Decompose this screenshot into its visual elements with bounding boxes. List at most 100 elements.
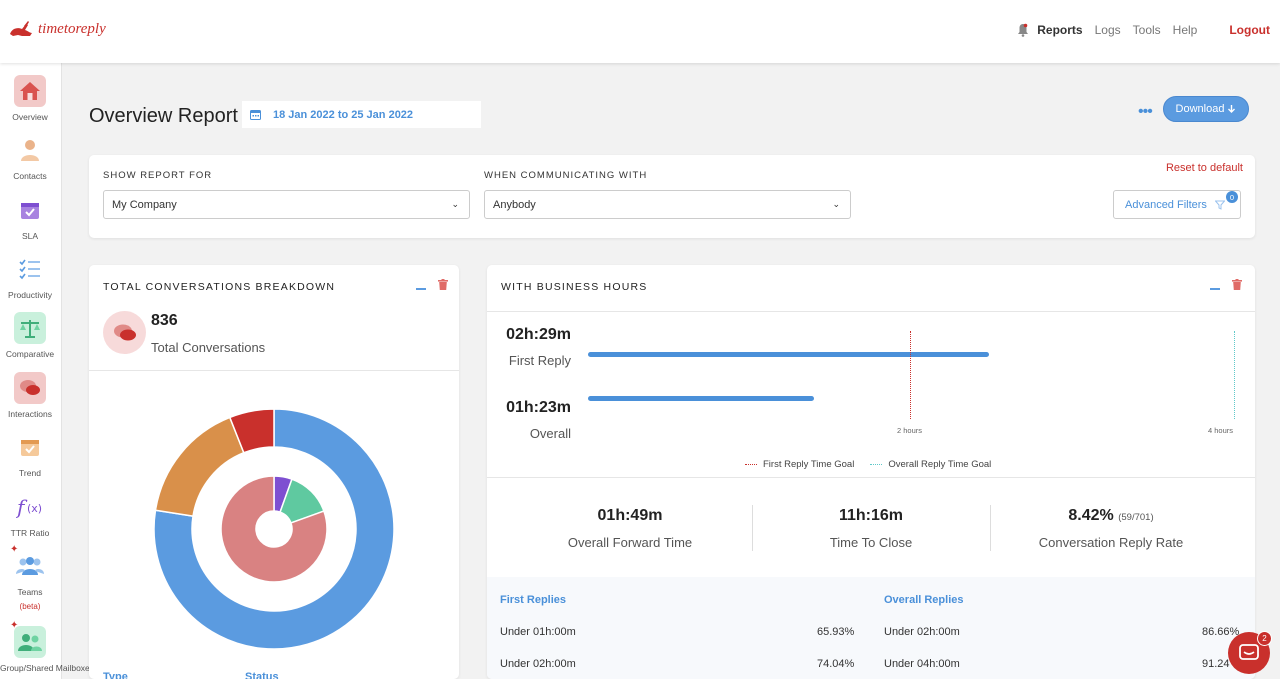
first-reply-goal-line [910,331,911,419]
trend-calendar-icon [14,431,46,463]
first-reply-label: First Reply [508,353,571,368]
nav-reports[interactable]: Reports [1037,23,1083,37]
chevron-down-icon: ⌄ [832,199,840,209]
trash-icon[interactable] [438,279,448,290]
function-icon: f (x) [14,491,46,523]
type-column-header: Type [103,671,128,679]
time-to-close-label: Time To Close [829,535,913,550]
contact-icon [14,134,46,166]
time-to-close-metric: 11h:16m Time To Close [771,507,971,550]
communicating-with-label: WHEN COMMUNICATING WITH [484,170,648,181]
outer-ring-slice-2[interactable] [228,408,275,454]
card-controls [416,279,448,290]
communicating-with-value: Anybody [493,198,536,211]
minimize-icon[interactable] [1210,287,1220,290]
logout-link[interactable]: Logout [1229,23,1270,37]
shared-mailbox-icon [14,626,46,658]
overall-goal-legend-label: Overall Reply Time Goal [888,459,992,470]
status-column-header: Status [245,671,279,679]
sidebar-item-shared-mailboxes[interactable]: ✦ Group/Shared Mailboxes [0,620,94,673]
sidebar-item-comparative[interactable]: Comparative [0,312,60,359]
team-icon [14,550,46,582]
sidebar-item-label: Trend [19,468,41,478]
calendar-check-icon [14,194,46,226]
overall-goal-legend-swatch [870,464,883,465]
overall-reply-goal-line [1234,331,1235,419]
first-reply-bar [588,352,989,357]
overall-replies-row-value: 91.24 [1202,658,1230,670]
card-title: TOTAL CONVERSATIONS BREAKDOWN [103,281,336,293]
total-conversations-label: Total Conversations [151,340,266,355]
sidebar-item-label: Productivity [8,290,52,300]
download-button[interactable]: Download [1163,96,1249,122]
divider [89,370,459,371]
business-hours-card: WITH BUSINESS HOURS 02h:29m First Reply … [487,265,1255,679]
date-range-picker[interactable]: 18 Jan 2022 to 25 Jan 2022 [242,101,481,128]
advanced-filters-button[interactable]: Advanced Filters 0 [1113,190,1241,219]
sidebar-item-teams[interactable]: ✦ Teams (beta) [0,544,60,611]
conversations-chat-icon [103,311,146,354]
brand-logo[interactable]: timetoreply [8,20,106,38]
home-icon [14,75,46,107]
more-options-icon[interactable]: ••• [1138,103,1153,120]
svg-text:(x): (x) [27,502,42,515]
chat-unread-badge: 2 [1257,631,1272,646]
calendar-icon [250,110,261,120]
sidebar-item-overview[interactable]: Overview [0,75,60,122]
divider [990,505,991,551]
tick-4-hours: 4 hours [1208,426,1234,435]
scale-icon [14,312,46,344]
time-to-close-value: 11h:16m [838,507,904,524]
chevron-down-icon: ⌄ [451,199,459,209]
report-filters: SHOW REPORT FOR My Company ⌄ WHEN COMMUN… [89,155,1255,238]
first-replies-row-value: 74.04% [817,658,855,670]
outer-ring-slice-0[interactable] [153,408,395,650]
beta-badge: (beta) [19,602,41,611]
top-navbar: timetoreply Reports Logs Tools Help Logo… [0,0,1280,63]
date-range-text: 18 Jan 2022 to 25 Jan 2022 [273,108,414,121]
sidebar-item-productivity[interactable]: Productivity [0,253,60,300]
total-conversations-count: 836 [151,312,178,329]
inner-ring-slice-2[interactable] [220,475,328,583]
sidebar-item-interactions[interactable]: Interactions [0,372,60,419]
overall-replies-row-value: 86.66% [1202,626,1240,638]
sidebar-item-label: Overview [12,112,48,122]
first-replies-header: First Replies [500,594,567,606]
overall-reply-bar [588,396,815,401]
communicating-with-select[interactable]: Anybody ⌄ [484,190,851,219]
sidebar-item-contacts[interactable]: Contacts [0,134,60,181]
sidebar-item-sla[interactable]: SLA [0,194,60,241]
overall-value: 01h:23m [506,399,571,416]
sidebar-item-label: TTR Ratio [10,528,50,538]
show-report-for-label: SHOW REPORT FOR [103,170,213,181]
show-report-for-select[interactable]: My Company ⌄ [103,190,470,219]
download-label: Download [1175,103,1225,115]
filter-icon [1214,200,1225,210]
reset-to-default-link[interactable]: Reset to default [1165,162,1243,174]
download-arrow-icon [1228,105,1236,113]
first-replies-row-label: Under 02h:00m [500,658,576,670]
bell-icon[interactable] [1017,23,1029,37]
trash-icon[interactable] [1232,279,1242,290]
nav-help[interactable]: Help [1172,23,1198,37]
reply-rate-ratio: (59/701) [1118,512,1154,523]
conversations-donut-chart [153,408,395,650]
reply-rate-value: 8.42% [1068,507,1114,524]
replies-table: First Replies Overall Replies Under 01h:… [487,577,1255,679]
tick-2-hours: 2 hours [897,426,923,435]
sidebar-item-trend[interactable]: Trend [0,431,60,478]
overall-label: Overall [529,426,571,441]
reply-rate-metric: 8.42% (59/701) Conversation Reply Rate [1006,507,1216,550]
chart-legend: First Reply Time Goal Overall Reply Time… [745,459,991,470]
nav-logs[interactable]: Logs [1094,23,1121,37]
sidebar-item-ttr-ratio[interactable]: f (x) TTR Ratio [0,491,60,538]
first-replies-row-label: Under 01h:00m [500,626,576,638]
overall-replies-row-label: Under 04h:00m [884,658,960,670]
rabbit-logo-icon [10,21,32,36]
nav-tools[interactable]: Tools [1132,23,1161,37]
sparkle-icon: ✦ [10,620,19,631]
minimize-icon[interactable] [416,287,426,290]
first-goal-legend-swatch [745,464,757,465]
sidebar-item-label: Interactions [8,409,52,419]
first-reply-value: 02h:29m [506,326,571,343]
